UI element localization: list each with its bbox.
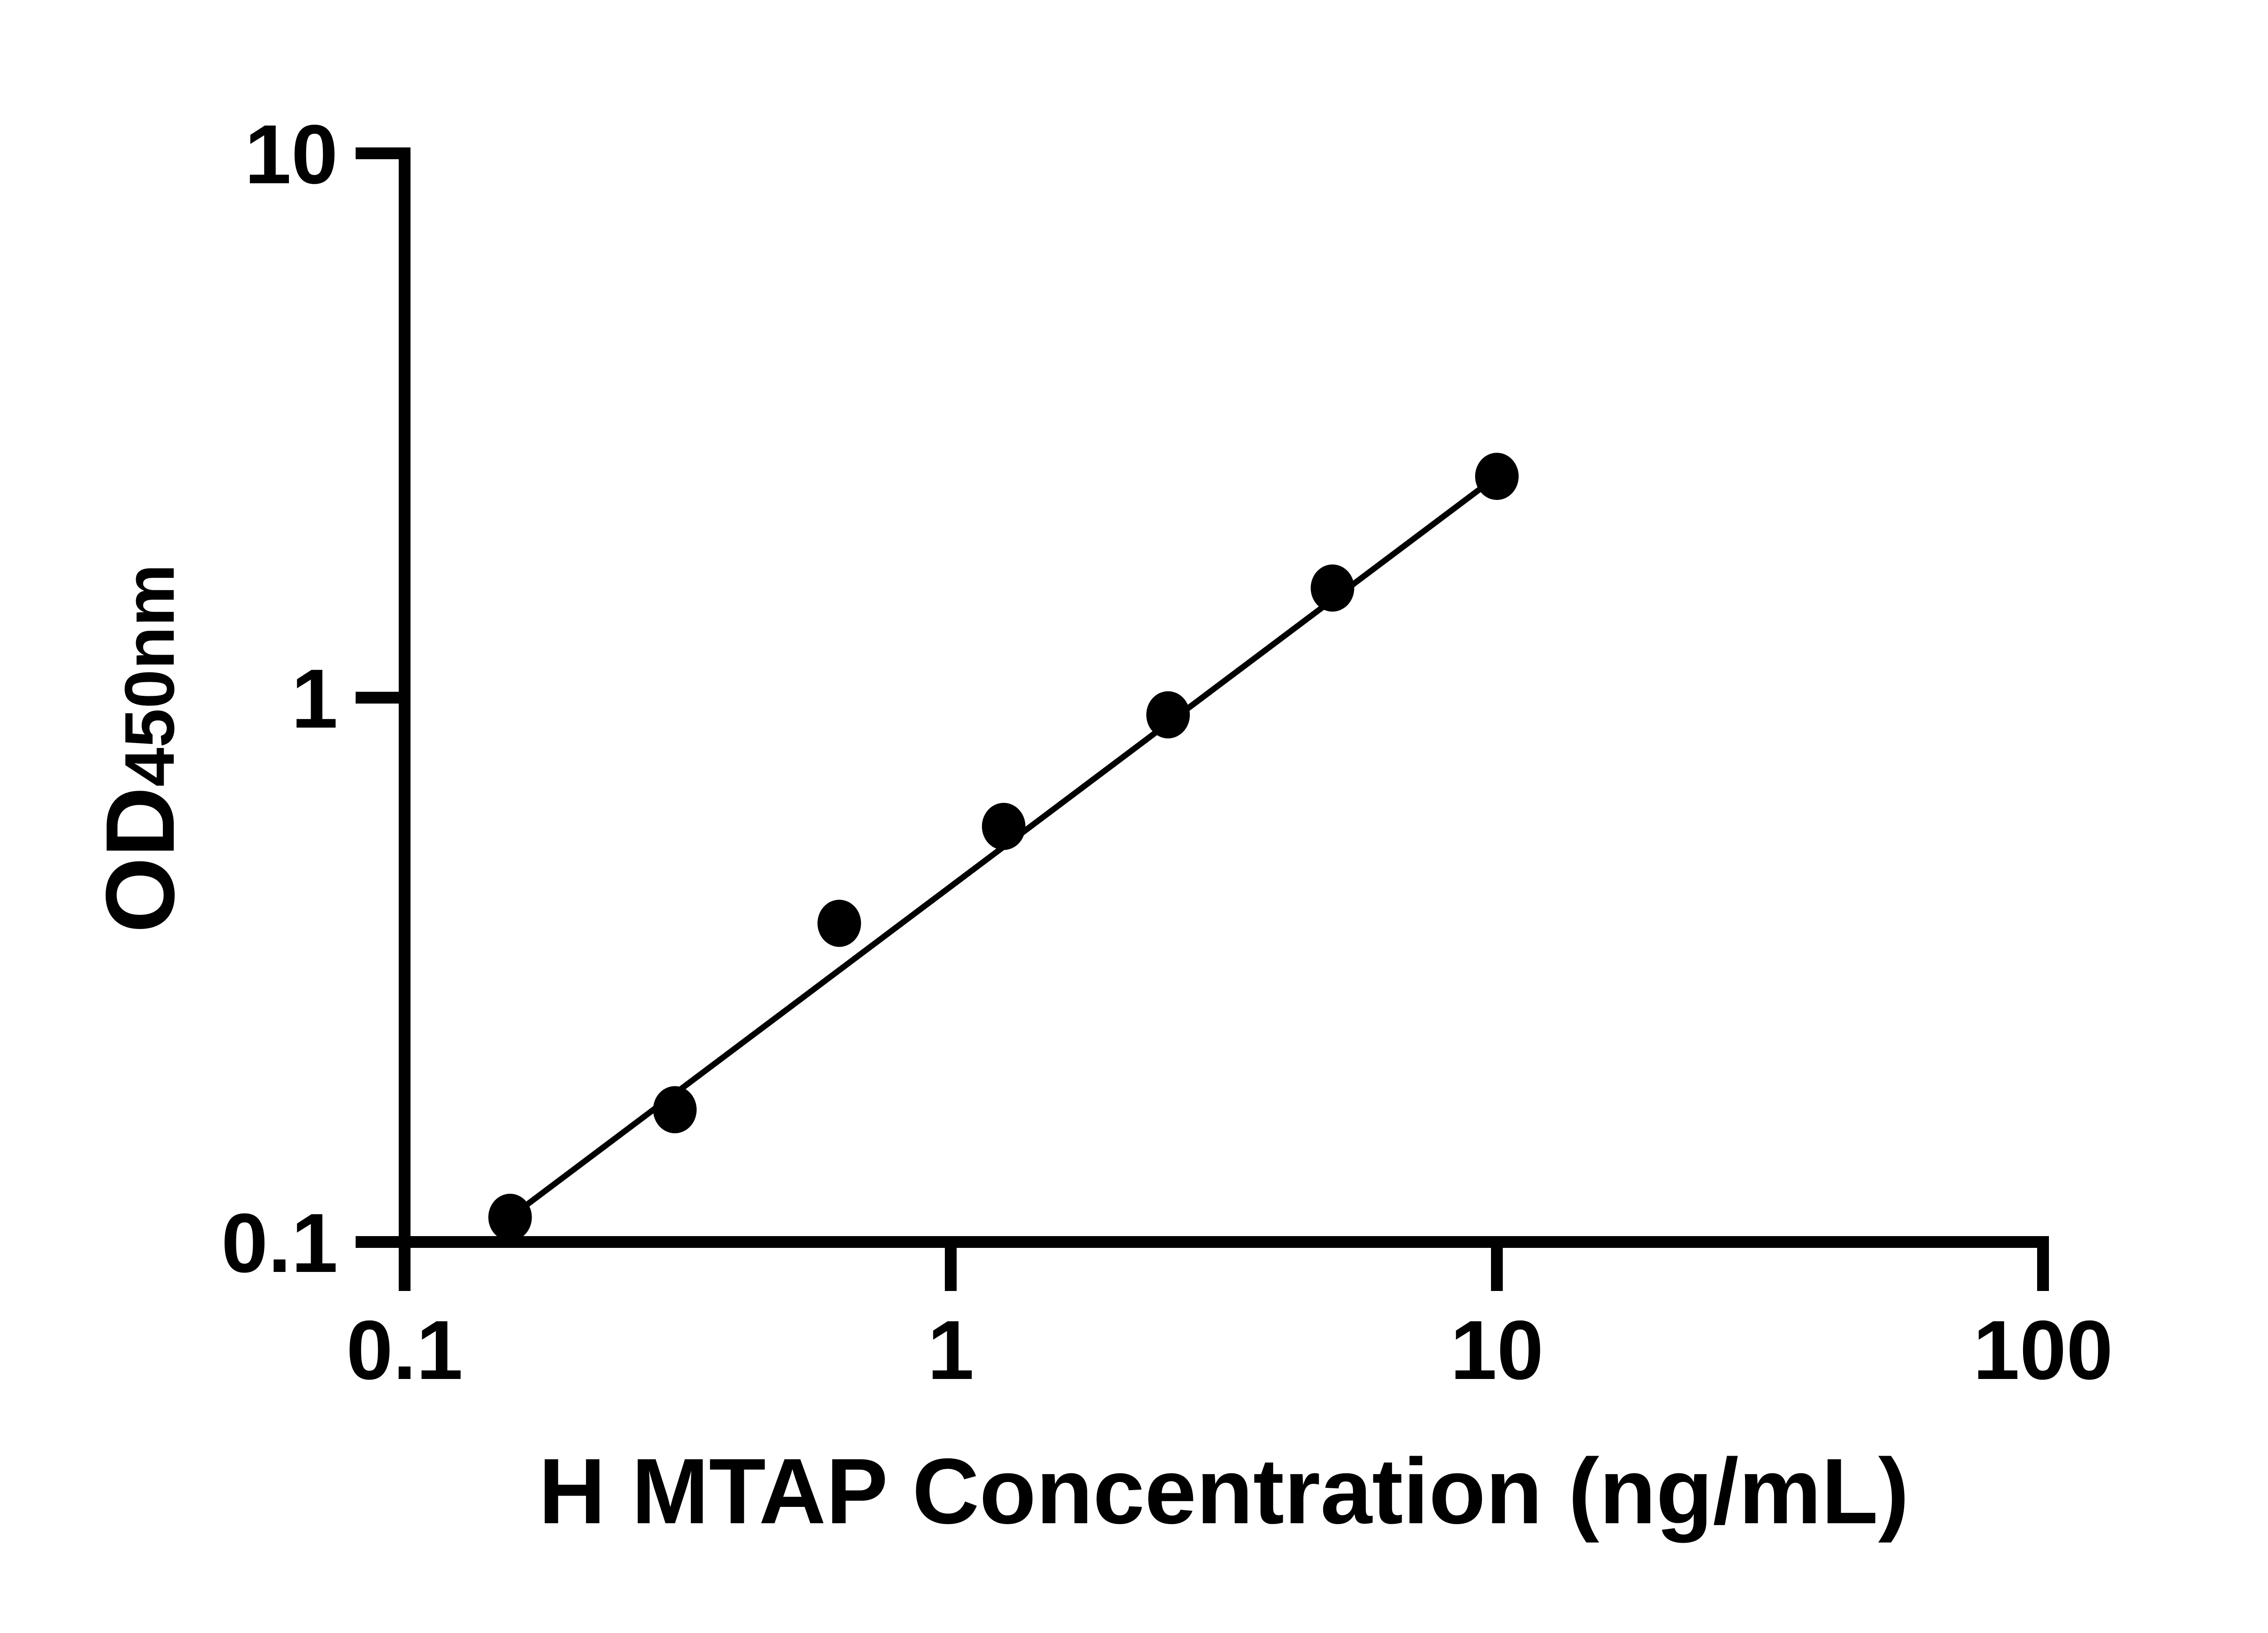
x-tick-label: 0.1 xyxy=(346,1304,463,1397)
y-axis-title: OD450nm xyxy=(85,564,195,933)
series-group xyxy=(488,453,1519,1241)
x-tick-label: 10 xyxy=(1450,1304,1544,1397)
y-tick-label: 10 xyxy=(244,108,338,201)
data-point xyxy=(1475,453,1519,500)
data-point xyxy=(653,1086,697,1134)
data-point xyxy=(817,900,861,947)
data-point xyxy=(982,802,1026,850)
x-tick-label: 100 xyxy=(1973,1304,2113,1397)
data-point xyxy=(1146,691,1190,738)
data-point xyxy=(488,1193,532,1241)
x-tick-label: 1 xyxy=(928,1304,974,1397)
y-tick-label: 1 xyxy=(291,652,338,746)
axis-labels-group: 0.1 1 10 100 0.1 1 10 H MTAP Concentration (ng/… xyxy=(85,108,2113,1543)
x-axis-title: H MTAP Concentration (ng/mL) xyxy=(538,1439,1909,1543)
data-point xyxy=(1310,564,1354,612)
ticks-group xyxy=(356,147,2049,1291)
y-tick-label: 0.1 xyxy=(221,1197,338,1290)
axes-group xyxy=(399,147,2049,1248)
